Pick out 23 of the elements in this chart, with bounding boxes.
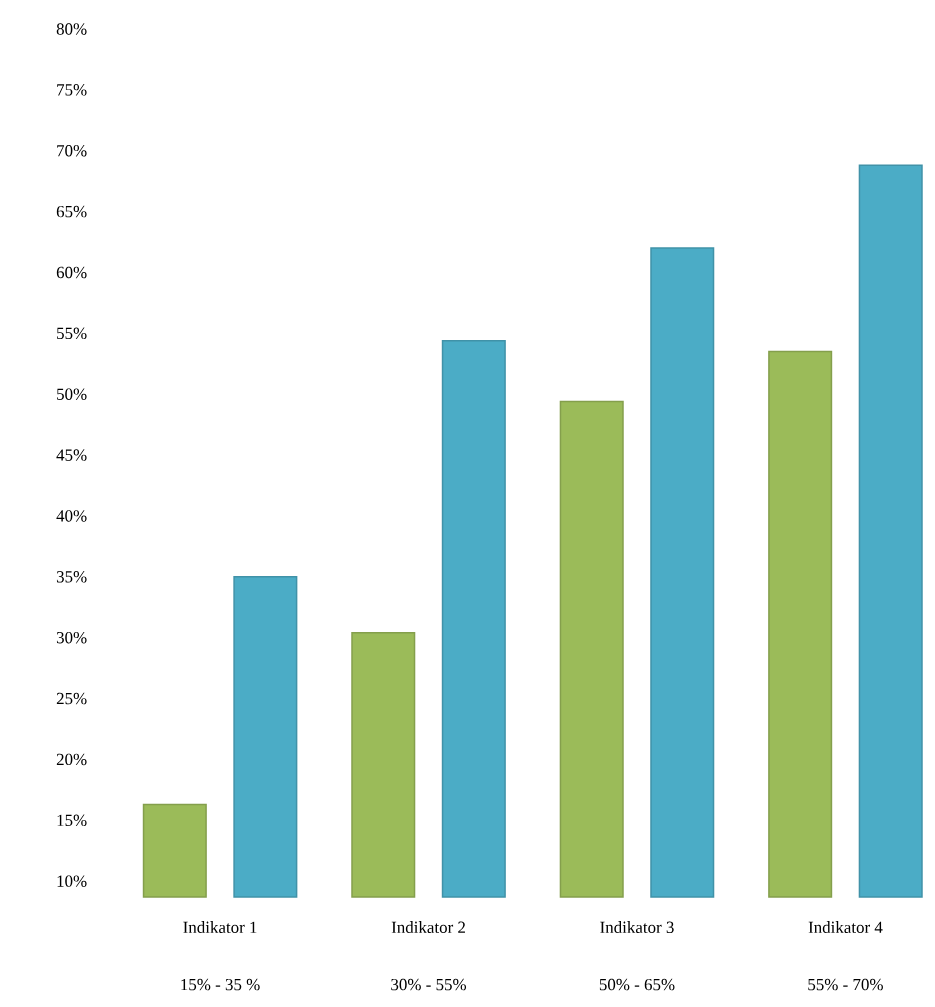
x-tick-label: Indikator 4 [808, 921, 883, 934]
y-tick-label: 15% [57, 814, 87, 827]
y-tick-label: 10% [57, 875, 87, 887]
y-tick-label: 20% [56, 753, 87, 766]
y-tick-label: 65% [56, 205, 87, 218]
text: 50% - 65% [599, 978, 675, 991]
y-tick-label: 30% [56, 631, 87, 644]
y-tick-label: 60% [56, 266, 87, 279]
text: 55% - 70% [808, 978, 883, 991]
y-tick-label: 70% [57, 144, 87, 157]
y-tick-label: 55% [57, 327, 87, 340]
x-tick-label: Indikator 1 [183, 921, 257, 934]
y-tick-label: 80% [56, 23, 87, 35]
y-tick-label: 50% [57, 388, 87, 400]
y-tick-label: 75% [57, 84, 87, 96]
text: 15% - 35 % [181, 978, 260, 991]
x-tick-label: Indikator 3 [600, 921, 674, 934]
x-tick-label: Indikator 2 [391, 921, 465, 934]
text: 30% - 55% [391, 978, 467, 991]
y-tick-label: 45% [56, 449, 87, 461]
y-tick-label: 25% [56, 692, 87, 705]
y-tick-label: 35% [56, 571, 87, 583]
y-tick-label: 40% [56, 510, 87, 522]
